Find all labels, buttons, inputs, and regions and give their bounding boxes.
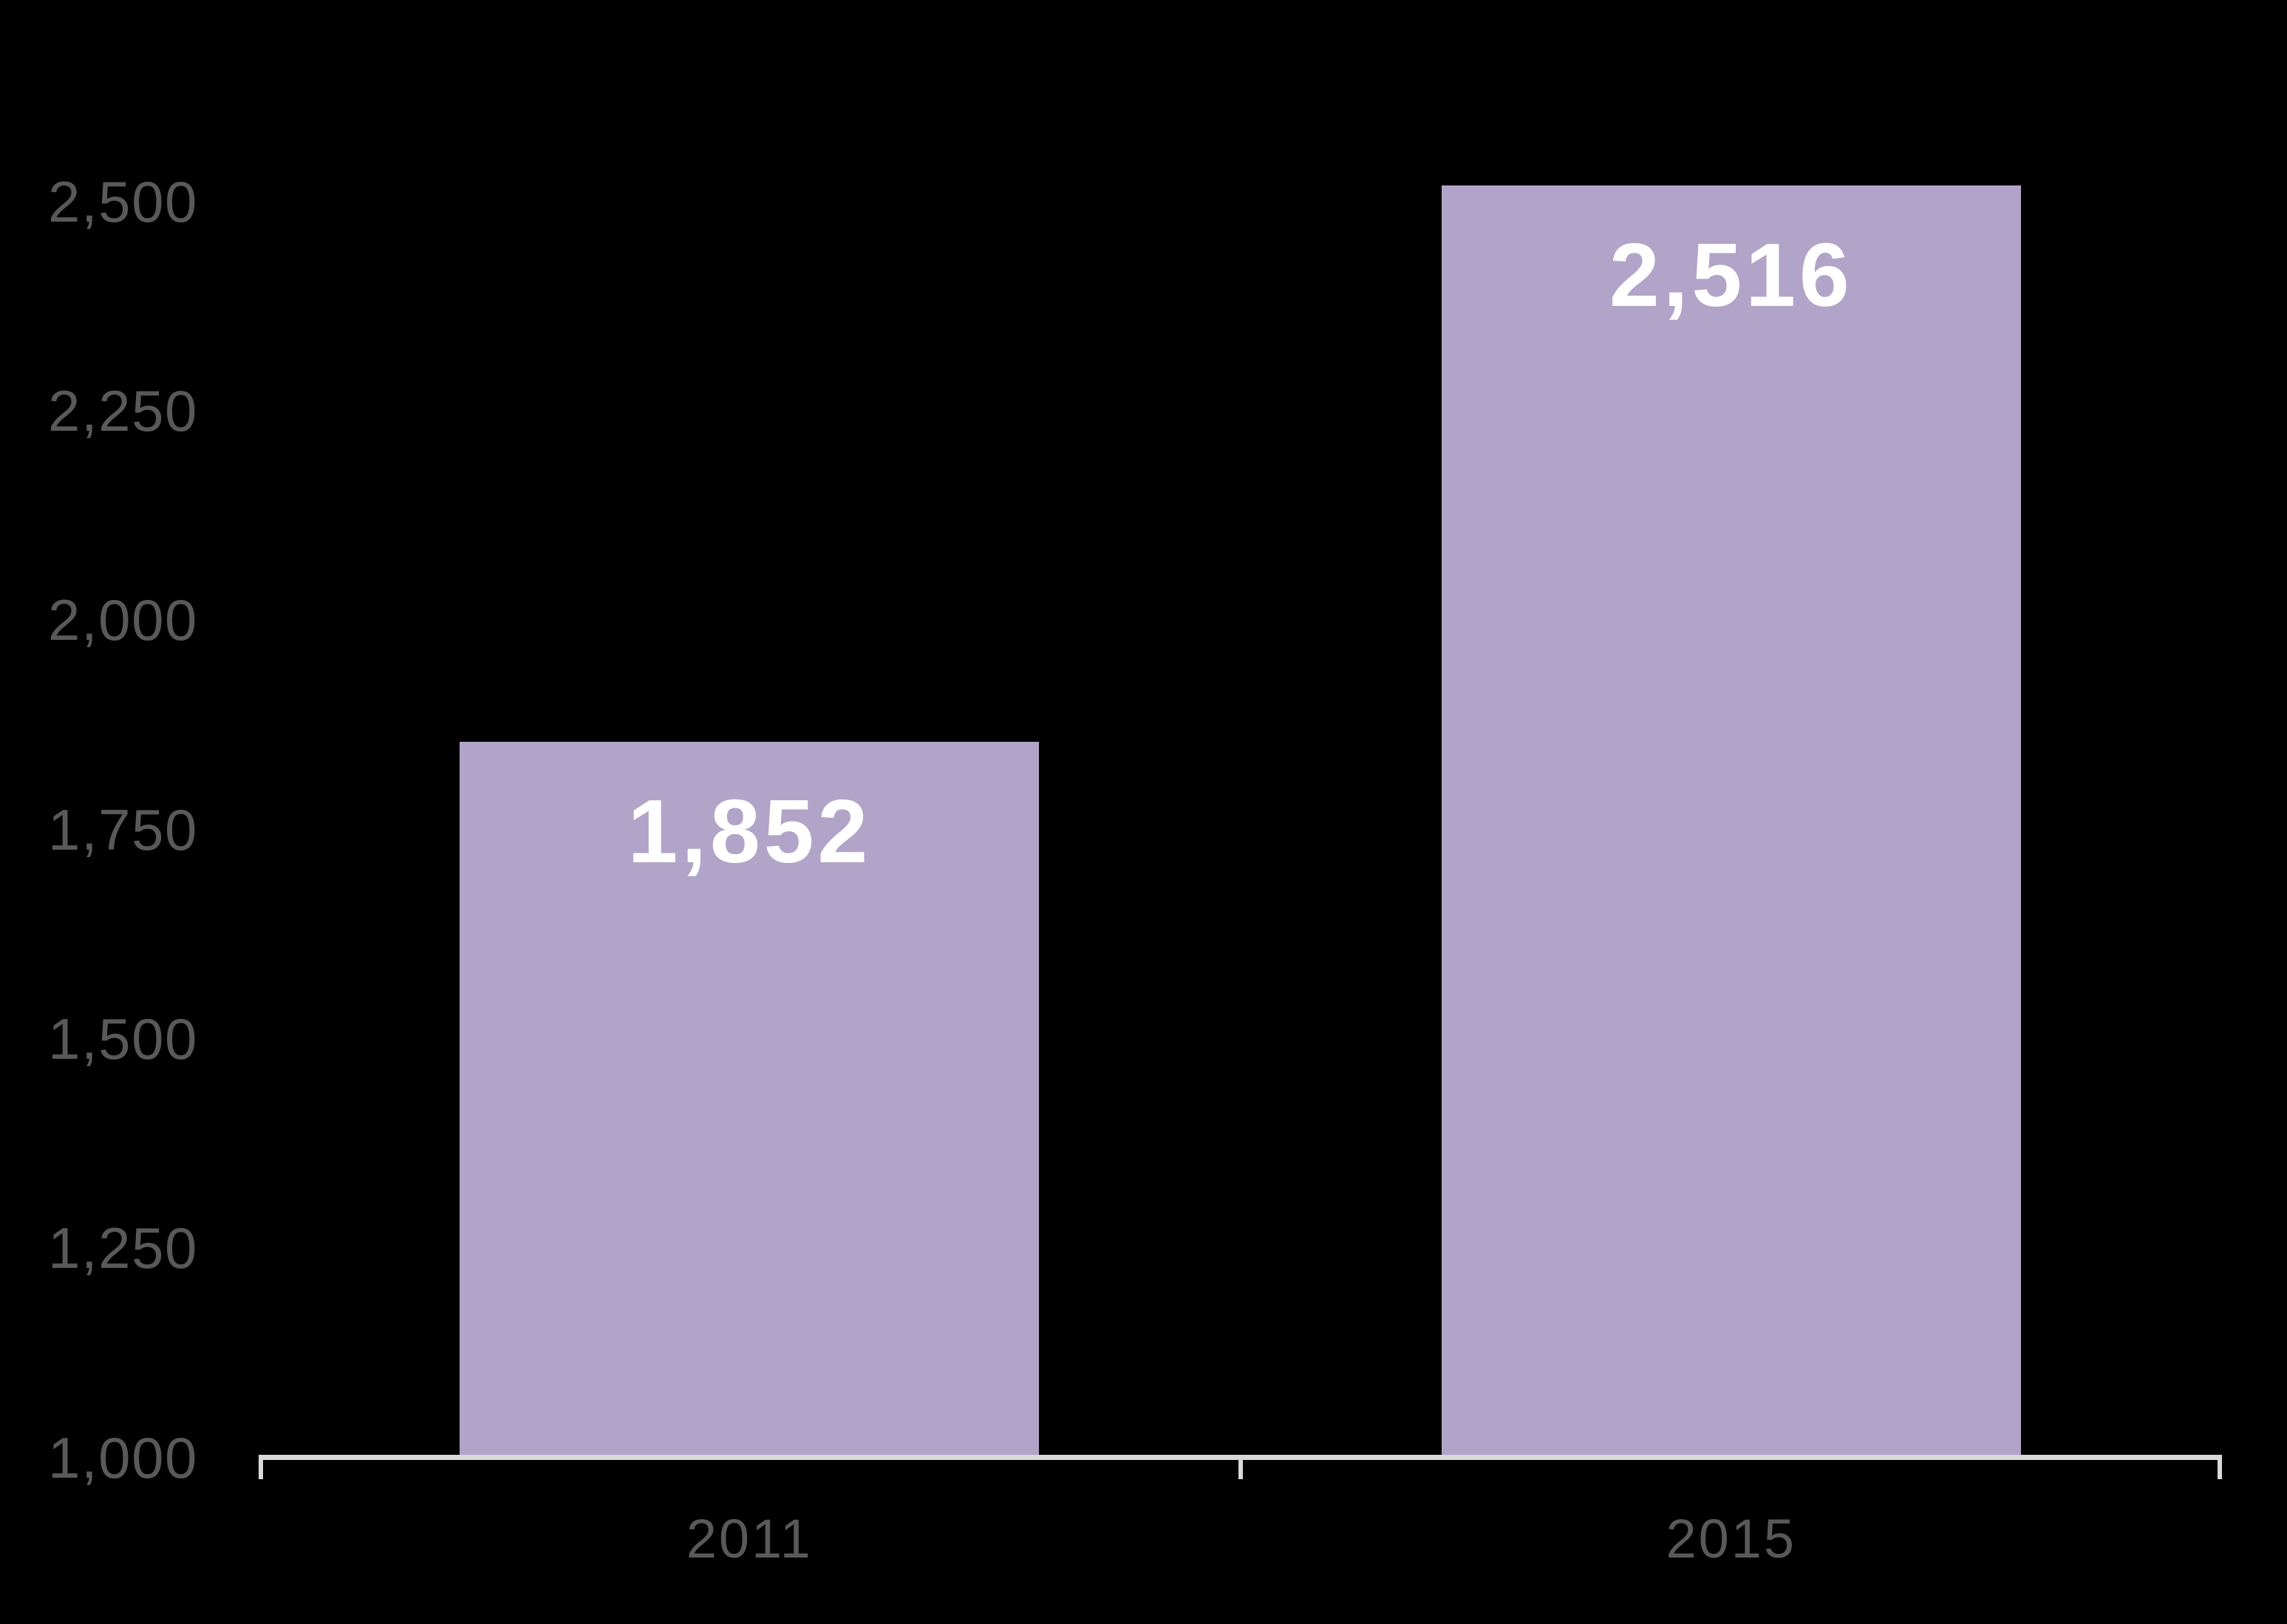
y-axis-label: 1,000 xyxy=(48,1425,198,1490)
x-axis-tick xyxy=(259,1455,263,1479)
x-axis-label: 2011 xyxy=(686,1508,813,1569)
bar-2015: 2,516 xyxy=(1441,185,2021,1455)
y-axis-label: 1,500 xyxy=(48,1006,198,1071)
x-axis-tick xyxy=(2218,1455,2222,1479)
y-axis-label: 2,250 xyxy=(48,378,198,443)
x-axis-label: 2015 xyxy=(1666,1508,1796,1569)
y-axis-label: 2,500 xyxy=(48,168,198,234)
bar-value-label: 1,852 xyxy=(627,780,872,881)
bar-2011: 1,852 xyxy=(460,741,1040,1455)
x-axis-tick xyxy=(1238,1455,1243,1479)
y-axis-label: 1,750 xyxy=(48,796,198,862)
y-axis-label: 2,000 xyxy=(48,587,198,653)
bar-value-label: 2,516 xyxy=(1609,225,1853,326)
y-axis-label: 1,250 xyxy=(48,1215,198,1281)
